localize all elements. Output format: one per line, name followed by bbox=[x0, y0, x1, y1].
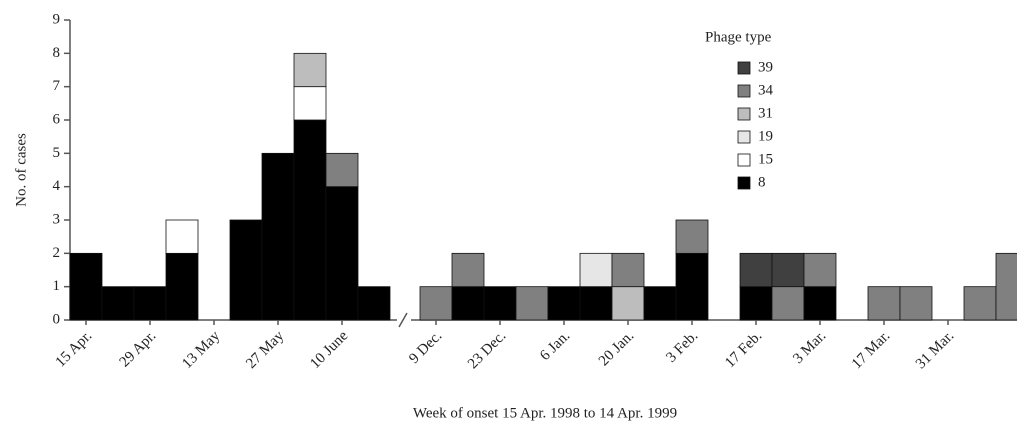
bar-segment bbox=[611, 252, 645, 288]
legend-label: 19 bbox=[758, 128, 773, 144]
bar-segment bbox=[325, 152, 359, 188]
y-tick-label: 7 bbox=[53, 78, 61, 94]
bar-segment bbox=[293, 52, 327, 88]
bar-segment bbox=[419, 286, 453, 321]
x-tick-label: 9 Dec. bbox=[406, 328, 445, 367]
legend-swatch bbox=[737, 176, 751, 190]
legend-label: 31 bbox=[758, 105, 773, 121]
bar-segment bbox=[867, 286, 901, 321]
y-tick-label: 1 bbox=[53, 278, 61, 294]
legend-label: 34 bbox=[758, 82, 774, 98]
legend-swatch bbox=[737, 130, 751, 144]
bar-segment bbox=[165, 219, 199, 254]
bar-segment bbox=[803, 286, 837, 321]
x-tick-label: 10 June bbox=[307, 328, 351, 372]
y-tick-label: 3 bbox=[53, 211, 61, 227]
legend-label: 8 bbox=[758, 174, 766, 190]
legend-label: 39 bbox=[758, 59, 773, 75]
bar-segment bbox=[293, 119, 327, 321]
bar-segment bbox=[357, 286, 391, 321]
x-tick-label: 6 Jan. bbox=[537, 328, 573, 364]
bar-segment bbox=[261, 152, 295, 321]
x-tick-label: 3 Feb. bbox=[663, 328, 701, 366]
bar-segment bbox=[995, 252, 1017, 321]
bar-segment bbox=[483, 286, 517, 321]
x-tick-label: 17 Feb. bbox=[722, 328, 765, 371]
bar-segment bbox=[579, 286, 613, 321]
bar-segment bbox=[451, 252, 485, 288]
bar-segment bbox=[101, 286, 135, 321]
x-axis-label: Week of onset 15 Apr. 1998 to 14 Apr. 19… bbox=[413, 405, 677, 421]
y-tick-label: 6 bbox=[53, 111, 61, 127]
x-tick-label: 13 May bbox=[179, 328, 223, 372]
bar-segment bbox=[899, 286, 933, 321]
x-tick-label: 29 Apr. bbox=[117, 328, 160, 371]
x-tick-label: 20 Jan. bbox=[596, 328, 637, 369]
y-tick-label: 9 bbox=[53, 11, 61, 27]
bar-segment bbox=[293, 86, 327, 121]
bar-segment bbox=[611, 286, 645, 321]
bar-segment bbox=[547, 286, 581, 321]
legend-swatch bbox=[737, 107, 751, 121]
x-tick-label: 17 Mar. bbox=[849, 328, 893, 372]
legend-title: Phage type bbox=[705, 29, 772, 45]
y-tick-label: 5 bbox=[53, 145, 61, 161]
bar-segment bbox=[771, 286, 805, 321]
y-tick-label: 8 bbox=[53, 45, 61, 61]
bar-segment bbox=[325, 186, 359, 321]
bar-segment bbox=[739, 252, 773, 288]
x-tick-label: 27 May bbox=[243, 328, 287, 372]
y-tick-label: 2 bbox=[53, 245, 61, 261]
x-tick-label: 31 Mar. bbox=[913, 328, 957, 372]
bar-segment bbox=[675, 219, 709, 254]
bar-segment bbox=[643, 286, 677, 321]
legend-swatch bbox=[737, 153, 751, 167]
y-tick-label: 4 bbox=[53, 178, 61, 194]
bar-segment bbox=[69, 252, 103, 321]
bar-segment bbox=[451, 286, 485, 321]
bar-segment bbox=[803, 252, 837, 288]
bar-segment bbox=[229, 219, 263, 321]
bar-segment bbox=[579, 252, 613, 288]
bar-segment bbox=[963, 286, 997, 321]
bar-segment bbox=[165, 252, 199, 321]
bar-segment bbox=[515, 286, 549, 321]
x-tick-label: 15 Apr. bbox=[53, 328, 96, 371]
legend-swatch bbox=[737, 61, 751, 75]
y-axis-label: No. of cases bbox=[13, 133, 29, 207]
x-tick-label: 23 Dec. bbox=[465, 328, 509, 372]
bar-segment bbox=[739, 286, 773, 321]
y-tick-label: 0 bbox=[53, 311, 61, 327]
bar-segment bbox=[675, 252, 709, 321]
bar-segment bbox=[133, 286, 167, 321]
legend-label: 15 bbox=[758, 151, 773, 167]
axis-break-bg bbox=[397, 314, 411, 326]
axis-break bbox=[398, 312, 408, 328]
x-tick-label: 3 Mar. bbox=[790, 328, 829, 367]
legend-swatch bbox=[737, 84, 751, 98]
bar-segment bbox=[771, 252, 805, 288]
